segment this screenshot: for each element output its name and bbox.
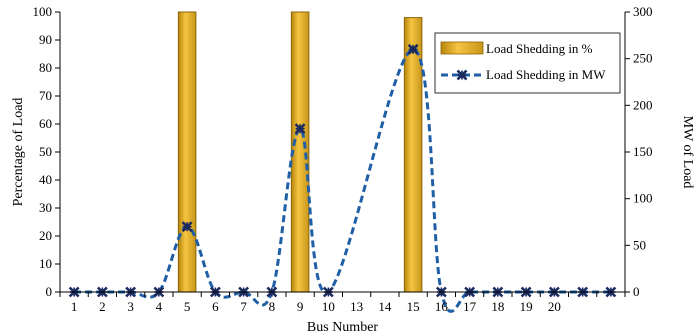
y-tick-label: 20 — [39, 228, 52, 243]
y2-tick-label: 250 — [633, 51, 653, 66]
x-tick-label: 5 — [184, 299, 191, 314]
y2-tick-label: 0 — [633, 284, 640, 299]
y-tick-label: 80 — [39, 60, 52, 75]
x-axis-title: Bus Number — [307, 320, 379, 335]
bar — [177, 11, 197, 293]
x-tick-label: 14 — [378, 299, 392, 314]
y2-tick-label: 300 — [633, 4, 653, 19]
y2-axis-title: MW of Load — [680, 116, 695, 189]
axes-layer: 0 10 20 30 40 50 60 70 80 90 100 0 50 100 150 200 250 300… — [33, 4, 653, 314]
legend-bar-swatch — [440, 41, 484, 55]
legend-marker — [456, 69, 468, 81]
legend-bar-label: Load Shedding in % — [486, 41, 593, 56]
y-tick-label: 30 — [39, 200, 52, 215]
y-tick-label: 40 — [39, 172, 52, 187]
x-tick-label: 8 — [269, 299, 276, 314]
x-tick-label: 6 — [212, 299, 219, 314]
legend: Load Shedding in % Load Shedding in MW — [434, 32, 621, 94]
x-tick-label: 7 — [240, 299, 247, 314]
x-tick-label: 18 — [491, 299, 504, 314]
y2-tick-label: 150 — [633, 144, 653, 159]
y-tick-label: 100 — [33, 4, 53, 19]
x-tick-label: 20 — [548, 299, 561, 314]
y-axis-title: Percentage of Load — [11, 98, 26, 207]
x-tick-label: 1 — [71, 299, 78, 314]
x-tick-label: 10 — [322, 299, 335, 314]
bars-layer — [177, 11, 423, 293]
x-tick-label: 9 — [297, 299, 304, 314]
y-tick-label: 0 — [46, 284, 53, 299]
y2-tick-label: 200 — [633, 97, 653, 112]
mw-series-line — [74, 47, 611, 313]
x-tick-label: 4 — [156, 299, 163, 314]
y-tick-label: 90 — [39, 32, 52, 47]
y2-tick-label: 100 — [633, 191, 653, 206]
y-tick-label: 60 — [39, 116, 52, 131]
x-tick-label: 13 — [350, 299, 363, 314]
x-tick-label: 16 — [435, 299, 449, 314]
mw-point — [407, 43, 419, 55]
mw-point — [294, 123, 306, 135]
x-tick-label: 17 — [463, 299, 477, 314]
y-tick-label: 50 — [39, 144, 52, 159]
x-tick-label: 15 — [407, 299, 420, 314]
mw-point — [181, 221, 193, 233]
x-tick-label: 19 — [520, 299, 533, 314]
bar — [403, 17, 423, 293]
y2-tick-label: 50 — [633, 237, 646, 252]
legend-line-marker — [456, 69, 468, 81]
y-tick-label: 10 — [39, 256, 52, 271]
x-tick-label: 3 — [127, 299, 134, 314]
x-tick-label: 2 — [99, 299, 106, 314]
y-tick-label: 70 — [39, 88, 52, 103]
legend-line-label: Load Shedding in MW — [486, 67, 606, 82]
